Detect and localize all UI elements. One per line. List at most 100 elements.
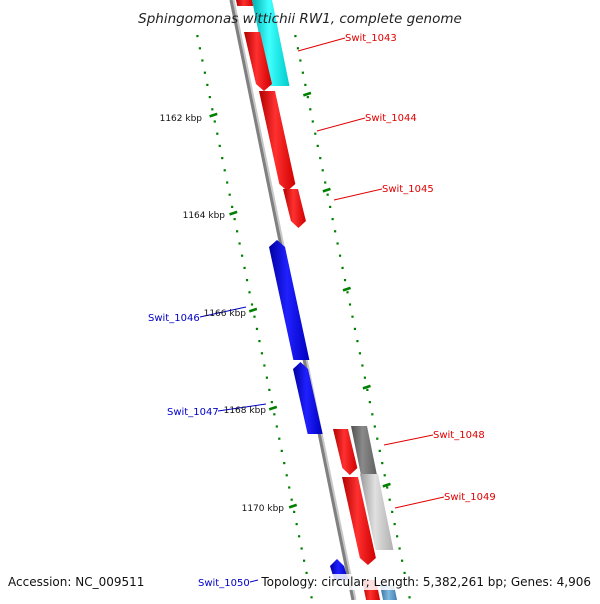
gene-swit-1043 — [244, 32, 272, 91]
scale-dot — [305, 571, 308, 574]
feature-cyan-top — [252, 0, 290, 86]
scale-dot — [348, 303, 352, 306]
scale-dot — [358, 352, 362, 355]
scale-dot — [324, 181, 327, 184]
scale-dot — [329, 205, 332, 208]
gene-label-swit-1050[interactable]: Swit_1050 — [198, 578, 250, 589]
scale-dot — [223, 169, 226, 172]
gene-label-swit-1049[interactable]: Swit_1049 — [444, 492, 496, 503]
scale-dot — [258, 340, 261, 343]
scale-tick — [248, 307, 258, 313]
scale-tick — [322, 187, 331, 193]
scale-dot — [309, 108, 312, 111]
scale-dot — [361, 364, 364, 367]
scale-dot — [233, 218, 236, 221]
scale-dot — [273, 413, 276, 416]
leader-swit-1047 — [217, 403, 267, 412]
scale-dot — [268, 388, 271, 391]
gene-swit-1045 — [283, 189, 306, 228]
scale-dot — [206, 83, 209, 86]
gene-label-swit-1047[interactable]: Swit_1047 — [167, 407, 219, 418]
gene-features — [236, 0, 398, 600]
leader-swit-1046 — [199, 306, 247, 318]
scale-dot — [203, 71, 206, 74]
scale-dot — [376, 437, 379, 440]
scale-dot — [388, 498, 391, 501]
scale-dot — [245, 279, 249, 282]
scale-dot — [363, 376, 366, 379]
scale-dot — [408, 596, 411, 599]
gene-label-swit-1045[interactable]: Swit_1045 — [382, 184, 434, 195]
gene-swit-1046 — [269, 240, 310, 360]
scale-dot — [302, 559, 306, 562]
scale-dot — [326, 193, 329, 196]
scale-dot — [314, 132, 317, 135]
scale-dot — [378, 449, 381, 452]
scale-dot — [341, 266, 344, 269]
scale-dot — [265, 376, 268, 379]
genome-info-text: Topology: circular; Length: 5,382,261 bp… — [260, 575, 591, 589]
scale-dot — [263, 364, 266, 367]
gene-swit-1048 — [333, 429, 358, 475]
gene-label-swit-1046[interactable]: Swit_1046 — [148, 313, 200, 324]
scale-dot — [381, 462, 384, 465]
scale-dot — [338, 254, 342, 257]
scale-dot — [331, 218, 334, 221]
scale-tick — [268, 405, 278, 411]
scale-dot — [196, 35, 199, 38]
scale-dot — [400, 559, 404, 562]
scale-dot — [316, 144, 319, 147]
scale-dot — [373, 425, 376, 428]
scale-dot — [226, 181, 229, 184]
scale-dot — [285, 474, 288, 477]
scale-dot — [321, 169, 324, 172]
feature-lightgrey-1049 — [360, 474, 394, 550]
tick-label-1166: 1166 kbp — [204, 309, 247, 319]
scale-tick — [382, 482, 391, 488]
scale-dot — [334, 230, 337, 233]
tick-label-1164: 1164 kbp — [183, 211, 226, 221]
scale-dot — [391, 510, 394, 513]
leader-swit-1043 — [297, 37, 346, 52]
gene-label-swit-1044[interactable]: Swit_1044 — [365, 113, 417, 124]
accession-text: Accession: NC_009511 — [8, 575, 144, 589]
scale-dot — [295, 523, 298, 526]
tick-label-1170: 1170 kbp — [242, 504, 285, 514]
tick-label-1168: 1168 kbp — [224, 406, 267, 416]
scale-dot — [211, 108, 214, 111]
scale-dot — [240, 254, 244, 257]
scale-dot — [319, 157, 322, 160]
scale-dot — [351, 315, 354, 318]
feature-grey-1048 — [351, 426, 377, 474]
gene-swit-1049 — [342, 477, 376, 565]
scale-dot — [306, 96, 309, 99]
scale-dot — [343, 279, 347, 282]
scale-dot — [304, 83, 307, 86]
scale-dot — [260, 352, 264, 355]
gene-label-swit-1043[interactable]: Swit_1043 — [345, 33, 397, 44]
scale-tick — [288, 503, 298, 509]
scale-dot — [371, 413, 374, 416]
scale-tick — [362, 384, 371, 390]
scale-dot — [293, 510, 296, 513]
scale-tick — [302, 91, 312, 97]
scale-dot — [311, 120, 314, 123]
scale-dot — [218, 144, 221, 147]
leader-swit-1048 — [383, 434, 434, 446]
scale-dot — [310, 596, 313, 599]
scale-dot — [301, 71, 304, 74]
scale-dot — [283, 462, 286, 465]
scale-dot — [228, 193, 231, 196]
gene-label-swit-1048[interactable]: Swit_1048 — [433, 430, 485, 441]
map-title: Sphingomonas wittichii RW1, complete gen… — [138, 11, 462, 27]
scale-tick — [342, 286, 352, 292]
scale-dot — [386, 486, 389, 489]
scale-dot — [298, 535, 301, 538]
scale-dot — [396, 535, 399, 538]
scale-dot — [201, 59, 204, 62]
scale-dot — [221, 157, 224, 160]
scale-dot — [398, 547, 401, 550]
scale-dot — [270, 401, 273, 404]
scale-dot — [346, 291, 349, 294]
